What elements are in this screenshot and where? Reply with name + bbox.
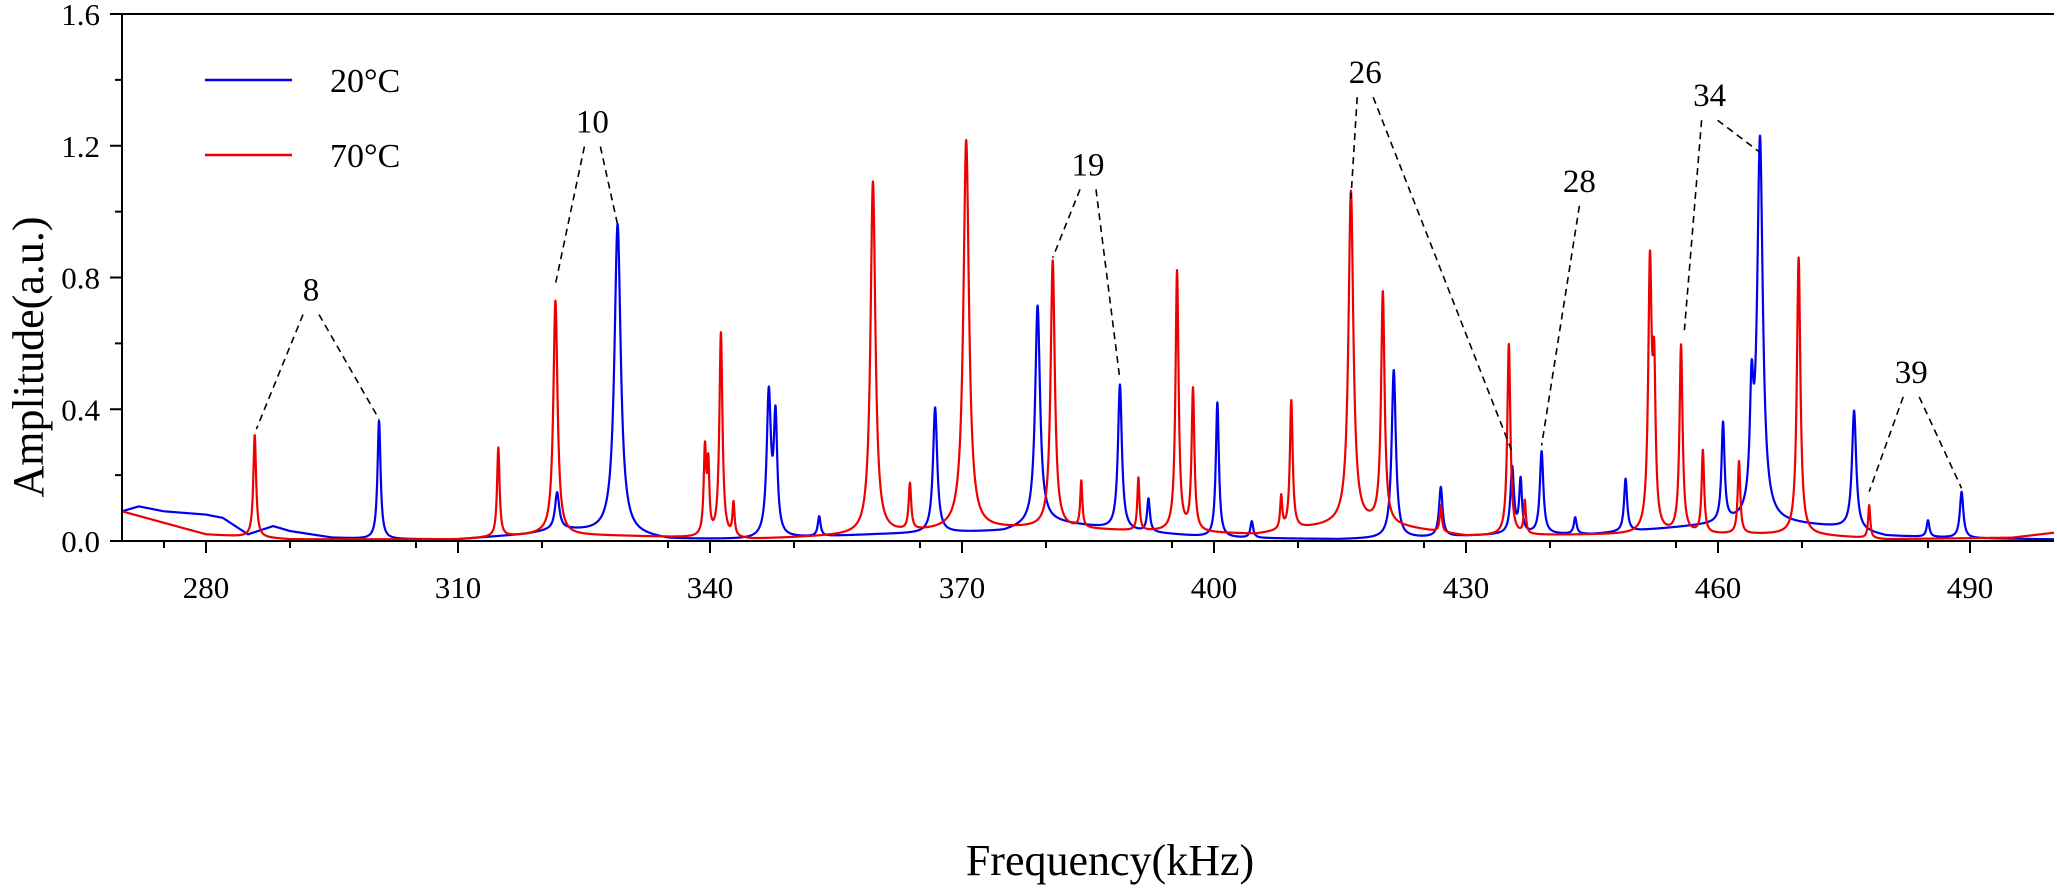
y-tick-label: 1.2 (61, 129, 100, 164)
annotation-label: 10 (576, 105, 609, 141)
annotation-28: 28 (1540, 164, 1596, 446)
annotation-label: 19 (1072, 147, 1105, 183)
annotation-label: 39 (1895, 355, 1928, 391)
legend-label-70c: 70°C (330, 138, 400, 175)
x-tick-label: 490 (1947, 570, 1994, 605)
annotation-leader-line (1868, 396, 1904, 492)
x-tick-label: 280 (183, 570, 230, 605)
annotation-label: 34 (1693, 78, 1726, 114)
annotation-label: 28 (1563, 164, 1596, 200)
y-tick-label: 0.4 (61, 392, 100, 427)
annotation-39: 39 (1868, 355, 1963, 492)
annotation-19: 19 (1051, 147, 1121, 380)
annotation-8: 8 (255, 273, 380, 430)
y-axis-title: Amplitude(a.u.) (4, 216, 53, 497)
annotation-label: 26 (1349, 55, 1382, 91)
annotation-layer: 8 10 19 26 28 34 39 (255, 55, 1963, 492)
annotation-leader-line (255, 314, 304, 430)
annotation-leader-line (1540, 205, 1581, 446)
legend-label-20c: 20°C (330, 63, 400, 100)
annotation-leader-line (1350, 97, 1358, 199)
annotation-34: 34 (1683, 78, 1761, 331)
y-tick-label: 0.8 (61, 261, 100, 296)
annotation-leader-line (1683, 120, 1703, 331)
x-tick-label: 340 (687, 570, 734, 605)
axes-layer: 280 310 340 370 400 430 460 490 0.0 0.4 0.8 1.2 1.6 (61, 0, 2054, 605)
x-tick-label: 460 (1695, 570, 1742, 605)
x-tick-label: 430 (1443, 570, 1490, 605)
series-line-20c (121, 134, 2055, 541)
annotation-leader-line (318, 314, 380, 420)
series-line-70c (121, 138, 2055, 541)
annotation-10: 10 (554, 105, 619, 285)
x-axis-title: Frequency(kHz) (966, 836, 1254, 885)
x-tick-label: 310 (435, 570, 482, 605)
annotation-leader-line (1717, 119, 1761, 153)
annotation-label: 8 (303, 273, 320, 309)
annotation-26: 26 (1349, 55, 1513, 453)
annotation-leader-line (599, 146, 619, 225)
series-layer (121, 134, 2055, 541)
annotation-leader-line (1372, 96, 1513, 453)
legend: 20°C 70°C (205, 63, 400, 175)
x-tick-label: 400 (1191, 570, 1238, 605)
y-tick-label: 1.6 (61, 0, 100, 32)
annotation-leader-line (1051, 189, 1081, 259)
annotation-leader-line (1095, 189, 1121, 380)
y-tick-label: 0.0 (61, 524, 100, 559)
x-tick-label: 370 (939, 570, 986, 605)
annotation-leader-line (1918, 396, 1963, 489)
annotation-leader-line (554, 146, 586, 285)
